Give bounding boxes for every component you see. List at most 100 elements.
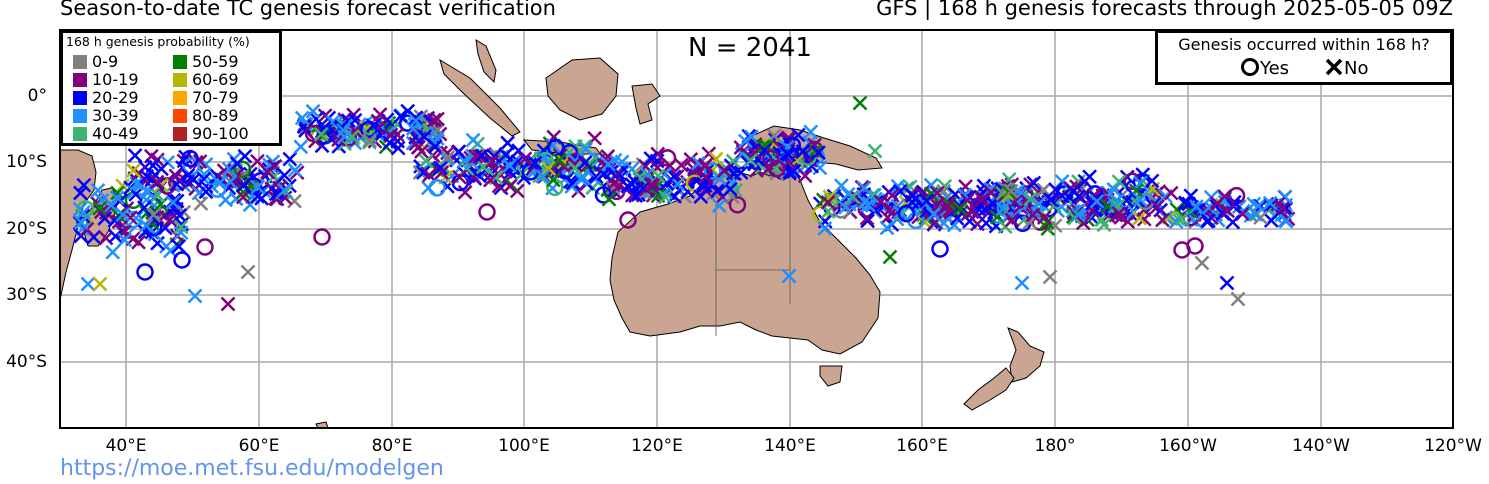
no-genesis-marker: [390, 140, 406, 156]
no-genesis-marker: [408, 113, 424, 129]
legend-label: 50-59: [192, 52, 239, 71]
no-genesis-marker: [260, 164, 275, 180]
no-genesis-marker: [1089, 193, 1105, 209]
no-genesis-marker: [571, 183, 586, 199]
forecast-count: N = 2041: [688, 33, 812, 63]
no-genesis-marker: [73, 185, 88, 201]
no-genesis-marker: [1111, 174, 1127, 190]
no-genesis-marker: [643, 151, 659, 166]
no-genesis-marker: [336, 123, 351, 138]
no-genesis-marker: [722, 181, 738, 197]
no-genesis-marker: [314, 138, 330, 154]
no-genesis-marker: [434, 165, 450, 180]
no-genesis-marker: [193, 196, 209, 211]
no-genesis-marker: [527, 155, 543, 171]
no-genesis-marker: [1075, 215, 1091, 231]
lon-label-180: 180°: [1034, 436, 1076, 456]
no-genesis-marker: [1230, 291, 1246, 307]
no-genesis-marker: [150, 235, 165, 251]
no-genesis-marker: [781, 268, 797, 284]
tasmania: [819, 365, 843, 387]
no-genesis-marker: [1189, 199, 1204, 214]
no-genesis-marker: [978, 215, 994, 231]
lon-label-140e: 140°E: [764, 436, 816, 456]
new-zealand-south: [963, 367, 1015, 411]
no-genesis-marker: [1144, 173, 1160, 189]
no-genesis-marker: [305, 103, 321, 119]
no-genesis-marker: [474, 148, 490, 163]
no-genesis-marker: [103, 197, 119, 213]
no-genesis-marker: [1150, 199, 1165, 214]
no-genesis-marker: [440, 149, 456, 165]
no-genesis-marker: [108, 228, 123, 244]
no-genesis-marker: [797, 168, 813, 184]
state-borders: [715, 166, 791, 336]
legend-swatch: [73, 91, 87, 105]
no-genesis-marker: [457, 184, 473, 200]
no-genesis-marker: [1085, 195, 1100, 211]
legend-label: 0-9: [92, 52, 119, 71]
no-genesis-marker: [254, 191, 269, 206]
probability-legend: 168 h genesis probability (%) 0-9 10-19 20…: [60, 30, 282, 146]
legend-swatch: [73, 109, 87, 123]
genesis-marker: [244, 177, 263, 195]
no-genesis-marker: [1025, 207, 1041, 223]
no-genesis-marker: [221, 161, 237, 177]
no-genesis-marker: [952, 201, 968, 216]
forecast-markers: [72, 95, 1296, 312]
no-genesis-marker: [220, 296, 236, 312]
genesis-marker: [181, 149, 199, 168]
no-genesis-marker: [282, 151, 298, 167]
legend-label: 90-100: [192, 124, 249, 143]
lon-label-80e: 80°E: [371, 436, 413, 456]
no-genesis-marker: [698, 157, 713, 173]
legend-item: 80-89: [173, 107, 239, 125]
no-genesis-marker: [817, 221, 833, 236]
no-genesis-marker: [173, 219, 189, 235]
no-genesis-marker: [294, 110, 310, 126]
no-genesis-marker: [1262, 195, 1278, 211]
genesis-marker: [594, 186, 613, 204]
no-genesis-marker: [644, 177, 659, 192]
no-genesis-marker: [414, 144, 429, 159]
legend-swatch: [173, 55, 187, 69]
no-genesis-marker: [187, 288, 203, 304]
outcome-no-label: No: [1344, 58, 1369, 79]
no-genesis-marker: [1201, 213, 1216, 229]
legend-label: 40-49: [92, 124, 139, 143]
no-genesis-marker: [218, 192, 233, 208]
no-genesis-marker: [92, 200, 108, 216]
no-genesis-marker: [860, 213, 875, 229]
no-genesis-marker: [687, 162, 702, 177]
no-genesis-marker: [93, 204, 109, 220]
lon-label-100e: 100°E: [498, 436, 550, 456]
genesis-marker: [931, 240, 949, 258]
no-genesis-marker: [293, 139, 309, 155]
source-url-link[interactable]: https://moe.met.fsu.edu/modelgen: [60, 456, 444, 481]
land-masses: [59, 39, 1045, 429]
no-genesis-marker: [781, 147, 797, 162]
no-genesis-marker: [517, 151, 533, 167]
no-genesis-marker: [452, 169, 467, 185]
outcome-legend-title: Genesis occurred within 168 h?: [1178, 35, 1430, 54]
no-genesis-marker: [408, 110, 424, 126]
no-genesis-marker: [1036, 210, 1052, 225]
new-zealand-north: [1007, 327, 1045, 383]
no-genesis-marker: [929, 185, 945, 201]
legend-swatch: [73, 55, 87, 69]
genesis-marker: [478, 203, 496, 221]
no-genesis-marker: [795, 144, 811, 159]
no-genesis-marker: [1066, 183, 1081, 199]
no-genesis-marker: [1133, 175, 1148, 191]
no-genesis-marker: [276, 182, 292, 198]
no-genesis-marker: [168, 168, 184, 184]
no-genesis-marker: [240, 264, 256, 280]
legend-label: 80-89: [192, 106, 239, 125]
no-genesis-marker: [500, 135, 516, 151]
no-genesis-marker: [109, 190, 125, 206]
no-genesis-marker: [427, 139, 443, 155]
no-genesis-marker: [838, 200, 853, 215]
no-genesis-marker: [1135, 167, 1151, 183]
no-genesis-marker: [601, 156, 616, 172]
no-genesis-marker: [747, 144, 762, 160]
